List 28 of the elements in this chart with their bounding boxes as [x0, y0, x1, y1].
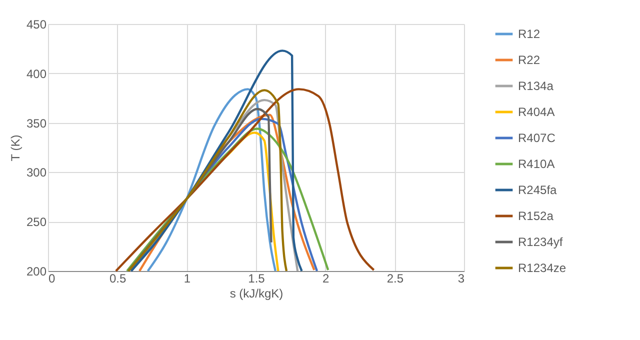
y-axis-title: T (K): [8, 134, 22, 162]
x-tick-label: 2.5: [386, 272, 404, 286]
legend-label: R404A: [518, 105, 555, 119]
legend-label: R1234ze: [518, 261, 566, 275]
legend-label: R407C: [518, 131, 556, 145]
legend-label: R410A: [518, 157, 555, 171]
y-tick-label: 300: [26, 166, 47, 180]
y-tick-label: 400: [26, 66, 47, 81]
x-tick-label: 2: [322, 272, 330, 286]
x-tick-label: 0.5: [109, 272, 126, 286]
legend-label: R134a: [518, 79, 554, 93]
y-tick-label: 450: [26, 18, 47, 32]
line-series: [146, 88, 277, 272]
y-tick-label: 200: [26, 264, 47, 278]
x-axis-title: s (kJ/kgK): [230, 286, 284, 300]
y-tick-label: 250: [26, 215, 47, 230]
legend-label: R22: [518, 53, 540, 67]
x-tick-label: 1.5: [248, 272, 266, 286]
line-series: [130, 50, 303, 272]
x-tick-label: 1: [184, 272, 191, 286]
x-tick-label: 0: [48, 272, 56, 286]
y-tick-label: 350: [26, 116, 47, 130]
legend-label: R1234yf: [518, 235, 564, 249]
legend-label: R245fa: [518, 183, 558, 197]
x-tick-label: 3: [458, 272, 465, 286]
line-series: [114, 88, 375, 272]
legend-label: R152a: [518, 209, 554, 223]
legend-label: R12: [518, 27, 540, 41]
